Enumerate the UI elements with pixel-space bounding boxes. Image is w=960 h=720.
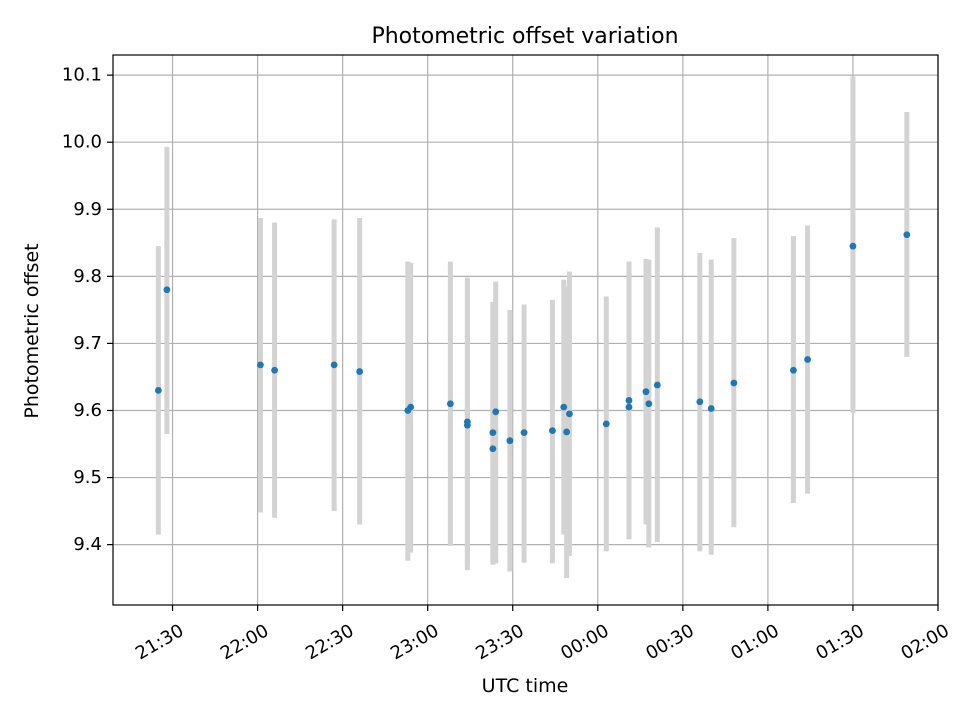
data-point — [602, 420, 610, 428]
x-axis-title: UTC time — [482, 675, 569, 697]
data-point — [563, 428, 571, 436]
plot-frame — [112, 54, 939, 606]
data-point — [653, 381, 661, 389]
data-point — [696, 398, 704, 406]
data-point — [642, 388, 650, 396]
data-point — [271, 366, 278, 374]
y-tick-label: 10.1 — [62, 65, 102, 86]
data-point — [520, 429, 528, 437]
data-point — [463, 418, 471, 426]
y-axis: 9.4 9.5 9.6 9.7 9.8 9.9 10.0 10.1 — [62, 65, 113, 555]
data-point — [625, 397, 633, 404]
y-tick-label: 9.6 — [73, 400, 102, 421]
data-point — [506, 437, 514, 445]
y-tick-label: 9.5 — [73, 467, 102, 488]
data-point — [730, 379, 738, 387]
y-tick-label: 9.8 — [73, 266, 102, 287]
y-tick-label: 9.9 — [73, 199, 102, 220]
data-point — [625, 403, 633, 411]
data-point — [903, 231, 911, 239]
y-axis-title: Photometric offset — [21, 243, 43, 418]
data-point — [446, 400, 454, 408]
point-layer — [154, 231, 911, 453]
data-point — [356, 368, 364, 375]
data-point — [492, 408, 500, 416]
y-tick-label: 10.0 — [62, 132, 102, 153]
data-point — [707, 405, 715, 412]
data-point — [804, 356, 811, 363]
data-point — [489, 445, 497, 453]
data-point — [407, 403, 415, 411]
y-tick-label: 9.7 — [73, 333, 102, 354]
data-point — [257, 361, 264, 369]
data-point — [489, 429, 497, 437]
data-point — [154, 386, 162, 394]
data-point — [163, 286, 171, 294]
data-point — [566, 410, 573, 418]
y-tick-label: 9.4 — [73, 534, 102, 555]
data-point — [849, 242, 857, 250]
data-point — [790, 366, 797, 374]
data-point — [645, 400, 653, 408]
data-point — [549, 427, 556, 435]
data-point — [560, 403, 568, 411]
chart-title: Photometric offset variation — [371, 24, 678, 49]
data-point — [330, 361, 338, 369]
